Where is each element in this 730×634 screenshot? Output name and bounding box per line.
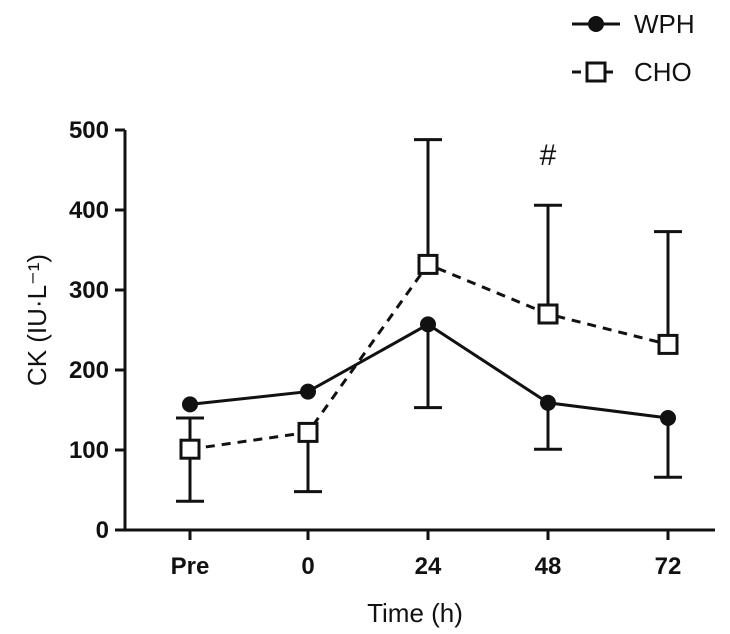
y-tick-label: 300 [69,277,109,304]
x-axis-label: Time (h) [367,598,463,628]
y-tick-label: 100 [69,437,109,464]
data-point-wph [300,383,316,400]
axes: 0 100 200 300 400 500 Pre 0 24 48 72 Time (h) CK (IU… [22,117,715,628]
y-tick-label: 200 [69,357,109,384]
legend-label-cho: CHO [634,57,692,87]
legend-marker-cho [585,61,607,83]
x-tick-label: 24 [415,553,442,580]
annotations: # [540,139,557,172]
data-point-cho [297,421,319,443]
significance-marker: # [540,139,557,172]
data-point-cho [537,303,559,325]
legend-label-wph: WPH [634,9,695,39]
data-point-cho [179,438,201,460]
x-tick-label: Pre [171,553,210,580]
x-tick-label: 72 [655,553,682,580]
y-axis-label: CK (IU·L⁻¹) [22,254,52,386]
legend: WPH CHO [572,9,695,87]
markers [179,253,679,460]
data-point-wph [660,410,676,426]
y-tick-label: 0 [96,517,109,544]
legend-marker-wph [588,16,604,32]
x-tick-label: 0 [301,553,314,580]
x-tick-label: 48 [535,553,562,580]
error-bars [176,138,682,503]
data-point-wph [182,396,198,413]
data-point-cho [417,253,439,275]
data-point-wph [420,316,436,333]
y-tick-label: 400 [69,197,109,224]
data-point-cho [657,333,679,355]
data-point-wph [540,394,556,411]
y-tick-label: 500 [69,117,109,144]
